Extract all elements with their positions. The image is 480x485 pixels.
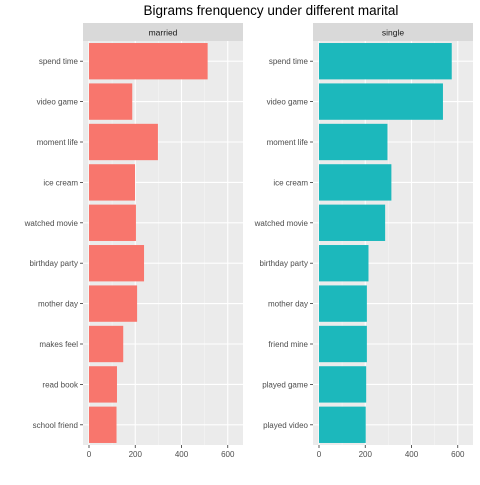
facet-panel-single: single spend time video game moment life ice… — [254, 23, 473, 459]
y-tick-label: read book — [42, 380, 79, 389]
bar-single-mother-day — [319, 285, 367, 322]
x-tick-label: 400 — [175, 450, 189, 459]
y-tick-label: video game — [37, 98, 79, 107]
bar-married-ice-cream — [89, 164, 136, 201]
y-tick-label: moment life — [267, 138, 309, 147]
y-tick-label: ice cream — [43, 178, 78, 187]
bar-married-moment-life — [89, 123, 158, 161]
bar-married-mother-day — [89, 285, 138, 322]
bar-single-friend-mine — [319, 325, 367, 363]
bar-single-moment-life — [319, 123, 388, 161]
y-tick-label: spend time — [39, 57, 79, 66]
facet-strip-label: married — [149, 28, 178, 38]
y-tick-label: birthday party — [260, 259, 308, 268]
x-tick-label: 200 — [359, 450, 373, 459]
y-tick-label: ice cream — [273, 178, 308, 187]
y-tick-label: makes feel — [39, 340, 78, 349]
x-tick-label: 0 — [87, 450, 92, 459]
x-tick-label: 400 — [405, 450, 419, 459]
bar-married-video-game — [89, 83, 133, 120]
x-tick-label: 600 — [451, 450, 465, 459]
bar-married-spend-time — [89, 43, 208, 80]
bar-single-played-video — [319, 406, 366, 443]
chart-title: Bigrams frenquency under different marit… — [144, 3, 399, 18]
y-tick-label: played game — [262, 380, 308, 389]
facet-strip — [83, 23, 243, 41]
facet-strip — [313, 23, 473, 41]
y-tick-label: friend mine — [268, 340, 308, 349]
x-tick-label: 600 — [221, 450, 235, 459]
bar-single-birthday-party — [319, 245, 369, 282]
y-tick-label: moment life — [37, 138, 79, 147]
y-tick-label: spend time — [269, 57, 309, 66]
y-tick-label: birthday party — [30, 259, 78, 268]
y-tick-label: watched movie — [24, 219, 79, 228]
bar-married-school-friend — [89, 406, 117, 443]
facet-panel-married: married spend time video game moment life ic… — [24, 23, 243, 459]
y-tick-label: video game — [267, 98, 309, 107]
y-tick-label: watched movie — [254, 219, 309, 228]
bar-married-read-book — [89, 366, 117, 403]
y-tick-label: school friend — [33, 421, 78, 430]
bar-single-played-game — [319, 366, 367, 403]
y-tick-label: mother day — [268, 300, 308, 309]
bar-married-birthday-party — [89, 245, 145, 282]
bar-married-watched-movie — [89, 204, 136, 241]
bar-single-video-game — [319, 83, 443, 120]
bar-single-watched-movie — [319, 204, 386, 241]
y-tick-label: mother day — [38, 300, 78, 309]
bar-single-ice-cream — [319, 164, 392, 201]
x-tick-label: 200 — [129, 450, 143, 459]
bar-single-spend-time — [319, 43, 452, 80]
bar-married-makes-feel — [89, 325, 124, 363]
x-tick-label: 0 — [317, 450, 322, 459]
facet-strip-label: single — [382, 28, 404, 38]
y-tick-label: played video — [263, 421, 308, 430]
